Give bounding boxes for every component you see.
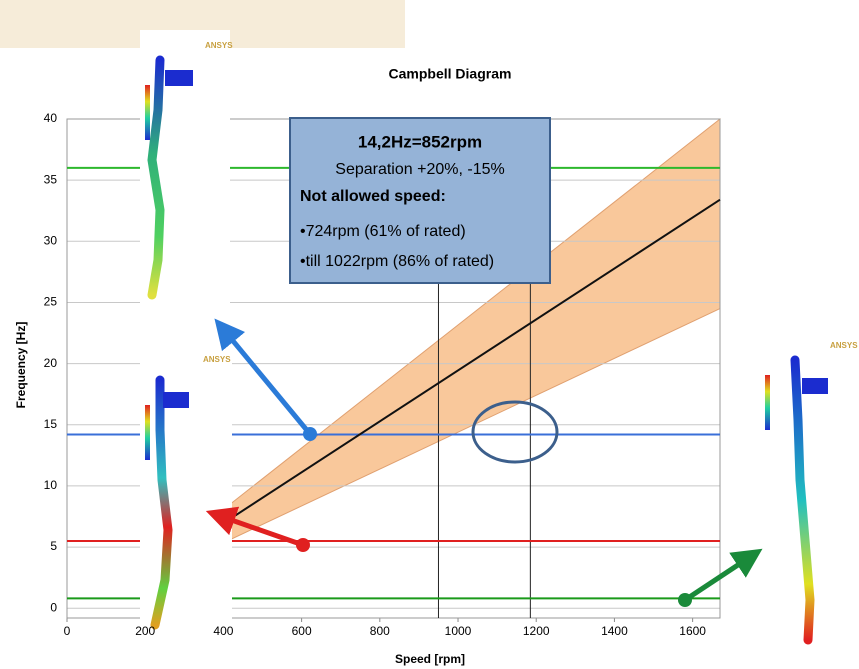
- mode-image: ANSYS: [760, 338, 859, 666]
- chart: Campbell Diagram Speed [rpm] Frequency […: [0, 0, 859, 669]
- arrow: [224, 330, 310, 434]
- logo: ANSYS: [205, 41, 233, 50]
- y-tick-label: 5: [50, 539, 57, 553]
- arrow: [685, 557, 750, 600]
- x-axis-label: Speed [rpm]: [395, 652, 465, 666]
- chart-title: Campbell Diagram: [389, 66, 512, 82]
- x-tick-label: 1600: [679, 624, 706, 638]
- mode-image: ANSYS: [140, 345, 232, 663]
- highlight-ellipse: [473, 402, 557, 462]
- y-tick-label: 20: [44, 356, 58, 370]
- y-tick-label: 10: [44, 478, 58, 492]
- shaft-part: [802, 378, 828, 394]
- shaft-part: [163, 392, 189, 408]
- colorbar: [145, 85, 150, 140]
- x-tick-label: 1000: [445, 624, 472, 638]
- colorbar: [765, 375, 770, 430]
- y-tick-label: 35: [44, 172, 58, 186]
- mode-image: ANSYS: [140, 30, 233, 335]
- x-tick-label: 1400: [601, 624, 628, 638]
- x-tick-label: 800: [370, 624, 390, 638]
- annotation-text: •724rpm (61% of rated): [300, 223, 466, 240]
- y-tick-label: 40: [44, 111, 58, 125]
- y-tick-label: 30: [44, 233, 58, 247]
- x-tick-label: 1200: [523, 624, 550, 638]
- shaft-part: [165, 70, 193, 86]
- arrow-dot: [296, 538, 310, 552]
- arrow-dot: [303, 427, 317, 441]
- x-tick-label: 400: [213, 624, 233, 638]
- colorbar: [145, 405, 150, 460]
- y-axis-label: Frequency [Hz]: [14, 322, 28, 409]
- y-tick-label: 15: [44, 417, 58, 431]
- x-tick-label: 0: [64, 624, 71, 638]
- y-tick-label: 0: [50, 600, 57, 614]
- annotation-text: Separation +20%, -15%: [335, 161, 504, 178]
- arrow-dot: [678, 593, 692, 607]
- logo: ANSYS: [203, 355, 231, 364]
- annotation-text: Not allowed speed:: [300, 188, 446, 205]
- logo: ANSYS: [830, 341, 858, 350]
- y-tick-label: 25: [44, 295, 58, 309]
- annotation-text: •till 1022rpm (86% of rated): [300, 253, 494, 270]
- annotation-text: 14,2Hz=852rpm: [358, 132, 482, 151]
- x-tick-label: 200: [135, 624, 155, 638]
- x-tick-label: 600: [292, 624, 312, 638]
